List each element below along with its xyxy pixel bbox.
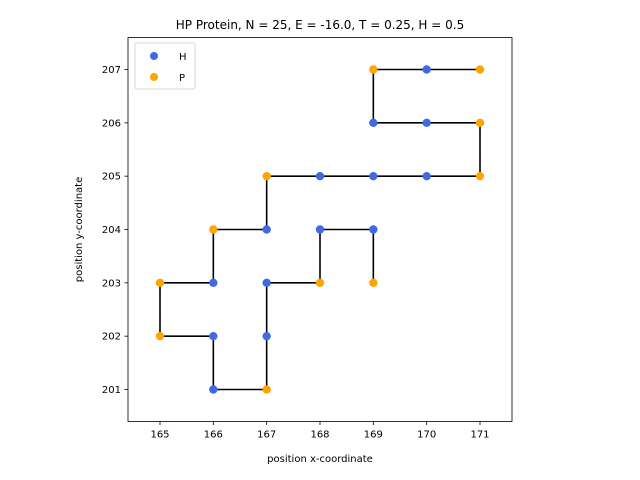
monomer-point-h	[422, 118, 431, 128]
y-tick-label: 204	[102, 225, 121, 236]
y-tick-label: 205	[102, 172, 121, 183]
y-tick-label: 207	[102, 65, 121, 76]
plot-frame	[127, 37, 513, 422]
monomer-point-p	[262, 385, 271, 394]
x-tick-label: 170	[417, 430, 436, 441]
x-tick-label: 165	[150, 430, 169, 441]
monomer-point-h	[369, 225, 378, 234]
legend: H P	[134, 42, 196, 90]
x-tick-label: 166	[204, 430, 223, 441]
x-axis-label: position x-coordinate	[267, 454, 373, 465]
monomer-point-p	[475, 118, 485, 128]
monomer-point-h	[209, 385, 218, 394]
y-axis-label: position y-coordinate	[74, 177, 85, 282]
legend-box	[134, 42, 196, 90]
monomer-point-p	[155, 278, 165, 288]
monomer-point-h	[422, 171, 431, 181]
monomer-point-h	[315, 171, 325, 181]
legend-marker-h	[150, 52, 158, 60]
y-tick-label: 201	[102, 385, 121, 396]
chain-lines	[159, 68, 481, 391]
monomer-points	[155, 65, 485, 394]
monomer-point-p	[315, 278, 325, 288]
monomer-point-h	[315, 225, 325, 234]
monomer-point-p	[369, 278, 378, 288]
monomer-point-h	[209, 331, 218, 341]
monomer-point-h	[422, 65, 431, 74]
y-tick-label: 206	[102, 118, 121, 129]
monomer-point-h	[262, 331, 271, 341]
monomer-point-p	[209, 225, 218, 234]
legend-marker-p	[150, 73, 158, 81]
monomer-point-h	[262, 278, 271, 288]
x-axis-ticks: 165 166 167 168 169 170 171	[150, 421, 490, 441]
x-tick-label: 168	[310, 430, 329, 441]
monomer-point-p	[475, 171, 485, 181]
legend-label-p: P	[179, 73, 185, 84]
monomer-point-h	[369, 118, 378, 128]
chart-title: HP Protein, N = 25, E = -16.0, T = 0.25,…	[176, 18, 464, 32]
monomer-point-p	[155, 331, 165, 341]
y-tick-label: 203	[102, 278, 121, 289]
monomer-point-h	[209, 278, 218, 288]
monomer-point-p	[369, 65, 378, 74]
x-tick-label: 171	[470, 430, 489, 441]
monomer-point-h	[262, 225, 271, 234]
x-tick-label: 167	[257, 430, 276, 441]
y-axis-ticks: 201 202 203 204 205 206 207	[102, 65, 128, 396]
monomer-point-p	[262, 171, 271, 181]
monomer-point-p	[475, 65, 485, 74]
legend-label-h: H	[179, 52, 187, 63]
y-tick-label: 202	[102, 332, 121, 343]
x-tick-label: 169	[364, 430, 383, 441]
monomer-point-h	[369, 171, 378, 181]
